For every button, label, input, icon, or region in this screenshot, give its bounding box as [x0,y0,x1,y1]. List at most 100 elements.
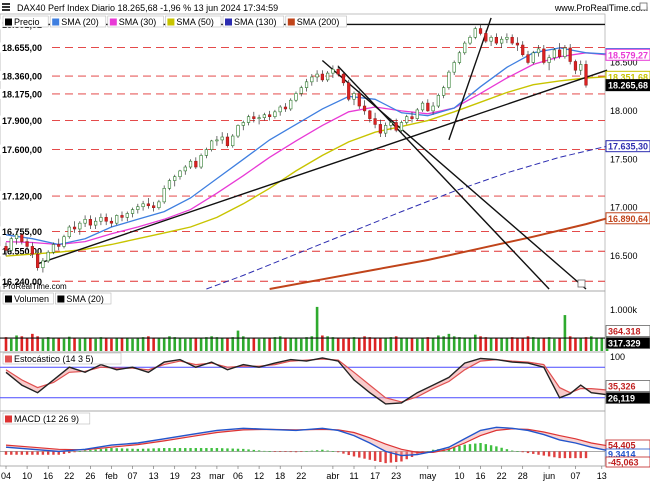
macd-histogram-bar [215,448,219,452]
candle [188,160,193,168]
volume-bar [531,337,535,351]
level-label-bg [0,42,48,53]
value-tag: 317.329 [608,339,641,349]
candle [4,246,8,251]
candle [426,102,430,112]
macd-histogram-bar [263,450,266,452]
volume-bar [479,336,482,351]
candle [484,33,488,42]
candle [489,36,493,42]
legend-swatch [5,415,12,423]
volume-bar [205,337,208,351]
volume-bar [236,330,240,351]
legend-item-bg [285,15,347,28]
macd-histogram-bar [315,450,319,452]
volume-bar [136,338,140,351]
volume-bar [442,336,445,351]
candle [331,68,335,74]
value-tag-bg [605,79,650,92]
candle [420,102,425,111]
candle [120,215,124,218]
candle [526,54,530,63]
volume-bar [268,337,271,351]
macd-histogram-bar [326,450,329,452]
volume-bar [257,338,261,351]
candle [257,117,261,119]
macd-histogram-bar [358,451,361,458]
volume-bar [9,338,13,351]
volume-bar [426,337,430,351]
volume-bar [231,337,235,351]
candle [20,234,24,242]
stoch-k-line [5,357,608,405]
volume-bar [168,336,171,351]
macd-histogram-bar [247,449,250,452]
macd-histogram-bar [521,451,524,453]
trendline [321,60,587,290]
candle [289,99,293,110]
macd-histogram-bar [36,451,39,455]
volume-legend: Volumen SMA (20) [2,292,112,305]
volume-bar [273,337,277,351]
candle [167,180,172,189]
panel-resize-icon[interactable] [577,279,586,288]
volume-bar [252,337,256,351]
settings-icon[interactable] [639,2,648,11]
value-tag-bg [605,392,650,404]
macd-histogram-bar [563,451,567,459]
y-tick-label: 1.000k [610,305,638,315]
level-label: 16.240,00 [2,277,42,287]
candle [41,260,45,269]
value-tag: 16.890,64 [608,214,648,224]
volume-bar [458,337,461,351]
header-bar [0,0,650,14]
menu-icon[interactable] [2,3,10,11]
macd-histogram-bar [384,451,387,464]
volume-bar [516,337,519,351]
macd-histogram-bar [331,451,335,452]
candle [320,73,324,81]
candle [500,38,504,44]
volume-bar [157,338,161,351]
volume-bar [15,335,18,351]
volume-bar [347,337,351,351]
candle [341,73,346,84]
volume-bar [31,333,34,351]
candle [199,155,203,168]
candle [357,93,361,107]
macd-histogram-bar [231,448,234,452]
value-tag: -45,063 [608,458,639,468]
x-tick-label: 22 [64,471,74,481]
y-tick-label: 100 [610,352,625,362]
volume-bar [510,337,514,351]
y-tick-label: 17.000 [610,203,638,213]
stochastic-legend: Estocástico (14 3 5) [2,352,122,365]
candle [83,218,87,224]
x-tick-label: 04 [1,471,11,481]
trendline [337,65,550,290]
volume-bar [321,335,324,351]
macd-histogram-bar [273,451,277,452]
candle [352,93,356,100]
x-tick-label: 16 [476,471,486,481]
value-tag: 364.318 [608,327,641,337]
value-tag-bg [605,325,650,337]
candle [220,136,224,141]
macd-histogram-bar [205,448,208,452]
legend-item-bg [2,292,54,305]
legend-label: SMA (20) [66,294,104,304]
candle [310,76,314,83]
macd-histogram-bar [373,451,377,461]
candle [225,136,230,147]
legend-item-bg [2,352,122,365]
macd-histogram-bar [83,450,87,452]
level-label-bg [0,115,48,126]
value-tag: 18.351,68 [608,72,648,82]
volume-bar [600,337,604,351]
candle [94,220,98,226]
value-tag-bg [605,212,650,225]
volume-bar [431,337,435,351]
legend-label: MACD (12 26 9) [14,414,79,424]
value-tag: 26,119 [608,394,635,404]
macd-histogram-bar [289,451,292,453]
